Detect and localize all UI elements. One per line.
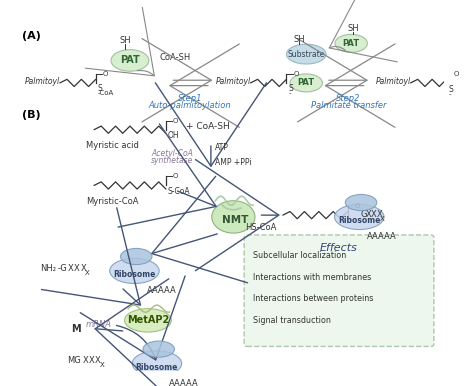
Text: ATP: ATP <box>215 143 229 152</box>
Text: Interactions between proteins: Interactions between proteins <box>253 294 374 303</box>
Text: O: O <box>293 71 299 77</box>
Text: HS-CoA: HS-CoA <box>245 223 276 232</box>
Ellipse shape <box>212 201 255 233</box>
Text: Palmitate transfer: Palmitate transfer <box>311 101 386 110</box>
Text: + CoA-SH: + CoA-SH <box>186 122 229 132</box>
Text: PAT: PAT <box>343 39 360 48</box>
Text: Signal transduction: Signal transduction <box>253 316 331 325</box>
Text: (A): (A) <box>22 31 41 41</box>
Text: Effects: Effects <box>319 243 357 253</box>
Text: X: X <box>85 270 90 276</box>
Ellipse shape <box>111 50 149 71</box>
Text: Step1: Step1 <box>178 94 202 103</box>
Text: SH: SH <box>347 24 359 34</box>
Ellipse shape <box>125 309 171 332</box>
Circle shape <box>455 67 474 99</box>
Text: SH: SH <box>293 35 305 44</box>
Text: Myristic-CoA: Myristic-CoA <box>86 197 138 206</box>
Text: mRNA: mRNA <box>85 320 111 329</box>
Text: Ribosome: Ribosome <box>136 362 178 372</box>
Text: S: S <box>98 84 102 93</box>
FancyBboxPatch shape <box>244 235 434 347</box>
Text: X: X <box>371 210 377 219</box>
Text: -: - <box>448 91 451 97</box>
Text: Acetyl-CoA: Acetyl-CoA <box>151 149 193 157</box>
Text: X: X <box>100 362 104 368</box>
Text: CoA-SH: CoA-SH <box>160 53 191 62</box>
Ellipse shape <box>290 74 322 92</box>
Ellipse shape <box>335 34 367 52</box>
Text: AAAAA: AAAAA <box>146 286 176 295</box>
Text: O: O <box>355 203 360 209</box>
Text: Myristic acid: Myristic acid <box>85 141 138 151</box>
Text: X: X <box>95 356 100 365</box>
Text: AAAAA: AAAAA <box>169 379 199 386</box>
Text: AMP +PPi: AMP +PPi <box>215 157 252 167</box>
Text: S-CoA: S-CoA <box>168 187 191 196</box>
Text: Auto-palmitoylation: Auto-palmitoylation <box>149 101 231 110</box>
Text: NH₂: NH₂ <box>40 264 56 273</box>
Text: S: S <box>448 85 453 94</box>
Text: X: X <box>68 264 73 273</box>
Text: X: X <box>89 356 94 365</box>
Text: O: O <box>103 71 109 77</box>
Text: OH: OH <box>168 132 179 141</box>
Text: O: O <box>454 71 459 77</box>
Ellipse shape <box>346 195 377 211</box>
Text: Ribosome: Ribosome <box>113 270 155 279</box>
Text: -G: -G <box>57 264 67 273</box>
Text: Palmitoyl: Palmitoyl <box>375 77 410 86</box>
Text: Palmitoyl: Palmitoyl <box>25 77 60 86</box>
Text: M: M <box>71 324 81 334</box>
Ellipse shape <box>143 341 174 357</box>
Text: Step2: Step2 <box>336 94 361 103</box>
Text: MG: MG <box>67 356 81 365</box>
Text: X: X <box>81 264 86 273</box>
Text: X: X <box>82 356 88 365</box>
Ellipse shape <box>109 258 159 283</box>
Text: SH: SH <box>119 36 131 45</box>
Text: Interactions with membranes: Interactions with membranes <box>253 273 372 282</box>
Text: Palmitoyl: Palmitoyl <box>215 77 250 86</box>
Text: PAT: PAT <box>298 78 315 88</box>
Ellipse shape <box>335 204 384 230</box>
Ellipse shape <box>132 351 182 376</box>
Text: O: O <box>173 118 179 124</box>
Text: X: X <box>365 210 371 219</box>
Ellipse shape <box>286 44 326 64</box>
Text: Subcellular localization: Subcellular localization <box>253 251 346 260</box>
Text: X: X <box>376 210 382 219</box>
Text: S: S <box>288 84 293 93</box>
Text: (B): (B) <box>22 110 41 120</box>
Text: Ribosome: Ribosome <box>338 216 381 225</box>
Text: AAAAA: AAAAA <box>367 232 397 241</box>
Text: -: - <box>288 90 291 96</box>
Text: G: G <box>360 210 367 219</box>
Text: NMT: NMT <box>222 215 248 225</box>
Text: X: X <box>380 216 385 222</box>
Text: PAT: PAT <box>120 56 140 66</box>
Text: O: O <box>173 173 179 179</box>
Text: X: X <box>74 264 80 273</box>
Text: Substrate: Substrate <box>288 50 325 59</box>
Text: synthetase: synthetase <box>151 156 193 165</box>
Text: MetAP2: MetAP2 <box>127 315 169 325</box>
Text: -CoA: -CoA <box>98 90 114 96</box>
Ellipse shape <box>120 249 152 264</box>
